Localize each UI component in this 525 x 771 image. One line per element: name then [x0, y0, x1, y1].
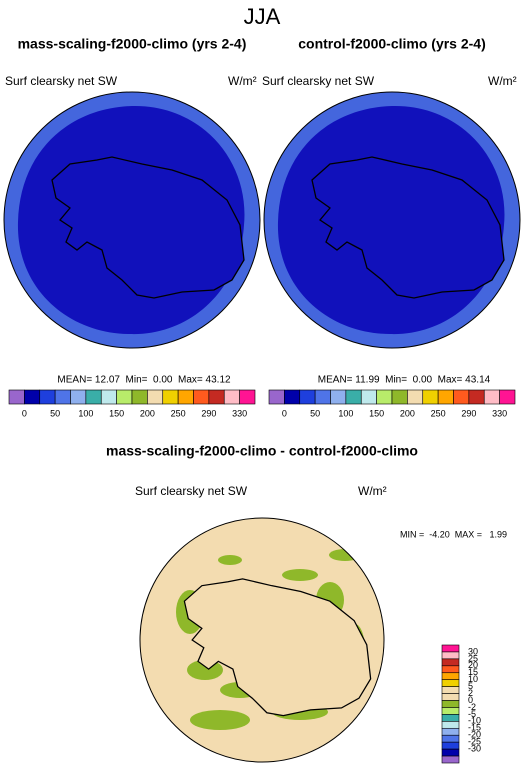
colorbar-label: 330 [492, 408, 507, 418]
stats-label: MEAN= 11.99 Min= 0.00 Max= 43.14 [318, 375, 491, 386]
colorbar-label: 2 [468, 688, 473, 698]
map [263, 91, 521, 349]
colorbar-label: 290 [461, 408, 476, 418]
colorbar-label: -5 [468, 709, 476, 719]
colorbar-swatch [441, 686, 460, 694]
colorbar-swatch [345, 389, 362, 405]
variable-label: Surf clearsky net SW [5, 74, 118, 88]
colorbar-swatch [441, 721, 460, 729]
colorbar-swatch [193, 389, 210, 405]
colorbar-label: 100 [78, 408, 93, 418]
colorbar-label: 0 [468, 695, 473, 705]
colorbar-swatch [116, 389, 133, 405]
colorbar-label: 0 [282, 408, 287, 418]
colorbar-label: -30 [468, 743, 481, 753]
units-label: W/m² [358, 484, 387, 498]
colorbar-swatch [441, 741, 460, 750]
colorbar-swatch [268, 389, 285, 405]
colorbar-swatch [441, 748, 460, 757]
colorbar-swatch [441, 644, 460, 653]
colorbar-swatch [54, 389, 71, 405]
colorbar-label: 15 [468, 667, 478, 677]
colorbar-label: 200 [140, 408, 155, 418]
colorbar-swatch [483, 389, 500, 405]
colorbar-swatch [330, 389, 347, 405]
colorbar-swatch [360, 389, 377, 405]
colorbar-swatch [284, 389, 301, 405]
colorbar-label: 0 [22, 408, 27, 418]
colorbar-swatch [441, 714, 460, 722]
colorbar-swatch [441, 707, 460, 715]
colorbar-swatch [422, 389, 439, 405]
stats-label: MEAN= 12.07 Min= 0.00 Max= 43.12 [57, 375, 231, 386]
colorbar-label: 100 [338, 408, 353, 418]
colorbar-swatch [441, 672, 460, 681]
colorbar-swatch [499, 389, 516, 405]
colorbar-swatch [39, 389, 56, 405]
colorbar-swatch [441, 734, 460, 743]
colorbar-swatch [131, 389, 148, 405]
colorbar-label: 25 [468, 653, 478, 663]
colorbar-swatch [100, 389, 117, 405]
colorbar-swatch [376, 389, 393, 405]
map [139, 517, 385, 763]
colorbar-swatch [162, 389, 179, 405]
units-label: W/m² [488, 74, 517, 88]
colorbar-label: 10 [468, 674, 478, 684]
variable-label: Surf clearsky net SW [262, 74, 375, 88]
panel-title: mass-scaling-f2000-climo (yrs 2-4) [18, 36, 247, 52]
colorbar-label: 290 [201, 408, 216, 418]
colorbar-label: 50 [50, 408, 60, 418]
colorbar-swatch [223, 389, 240, 405]
colorbar-swatch [314, 389, 331, 405]
colorbar-swatch [8, 389, 25, 405]
colorbar-swatch [24, 389, 41, 405]
colorbar-label: -15 [468, 723, 481, 733]
colorbar-label: -2 [468, 702, 476, 712]
colorbar-swatch [70, 389, 87, 405]
colorbar-label: 200 [400, 408, 415, 418]
colorbar-swatch [208, 389, 225, 405]
units-label: W/m² [228, 74, 257, 88]
colorbar-label: -10 [468, 716, 481, 726]
panel-title: mass-scaling-f2000-climo - control-f2000… [106, 443, 418, 459]
colorbar-swatch [441, 693, 460, 701]
colorbar-label: 150 [109, 408, 124, 418]
colorbar-swatch [441, 651, 460, 660]
map [3, 91, 261, 349]
colorbar-swatch [441, 665, 460, 674]
panel-title: control-f2000-climo (yrs 2-4) [298, 36, 486, 52]
colorbar-swatch [239, 389, 256, 405]
colorbar-label: 30 [468, 646, 478, 656]
colorbar-swatch [177, 389, 194, 405]
colorbar-swatch [407, 389, 424, 405]
colorbar-swatch [391, 389, 408, 405]
variable-label: Surf clearsky net SW [135, 484, 248, 498]
colorbar-swatch [468, 389, 485, 405]
colorbar-label: 50 [310, 408, 320, 418]
colorbar-swatch [437, 389, 454, 405]
colorbar-swatch [441, 658, 460, 667]
colorbar-label: 250 [431, 408, 446, 418]
colorbar-label: -20 [468, 730, 481, 740]
colorbar-label: 5 [468, 681, 473, 691]
colorbar-label: -25 [468, 737, 481, 747]
colorbar-swatch [453, 389, 470, 405]
colorbar-label: 20 [468, 660, 478, 670]
colorbar-swatch [441, 679, 460, 687]
colorbar-swatch [85, 389, 102, 405]
colorbar-swatch [441, 727, 460, 736]
colorbar-swatch [441, 700, 460, 708]
colorbar-swatch [147, 389, 164, 405]
figure-title: JJA [244, 4, 281, 29]
colorbar-label: 250 [171, 408, 186, 418]
colorbar-label: 330 [232, 408, 247, 418]
colorbar-swatch [441, 755, 460, 764]
stats-label: MIN = -4.20 MAX = 1.99 [400, 529, 507, 539]
colorbar-label: 150 [369, 408, 384, 418]
colorbar-swatch [299, 389, 316, 405]
